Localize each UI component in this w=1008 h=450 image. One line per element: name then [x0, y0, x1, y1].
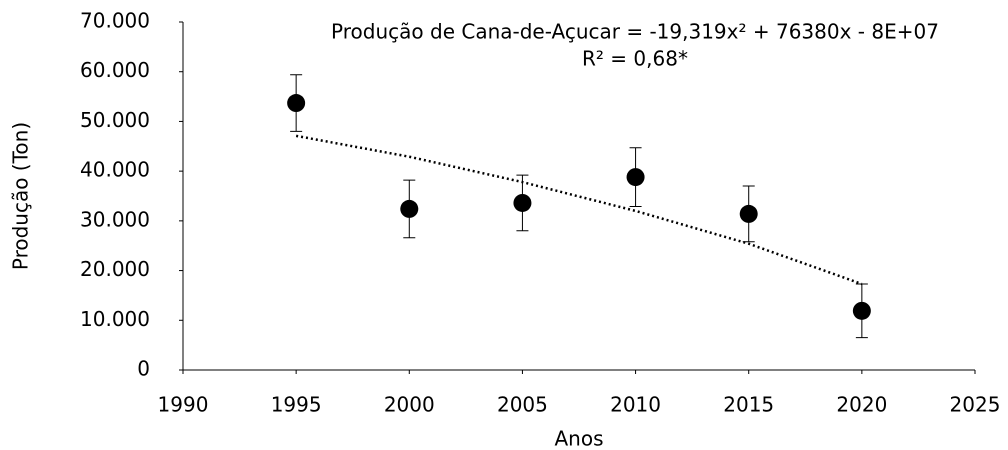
point: [626, 168, 645, 187]
x-tick-label: 2020: [836, 393, 887, 417]
x-tick-label: 2010: [610, 393, 661, 417]
y-axis-title: Produção (Ton): [9, 122, 33, 270]
point: [400, 199, 419, 218]
y-tick-label: 60.000: [80, 58, 150, 82]
y-tick-label: 30.000: [80, 207, 150, 231]
x-tick-label: 2000: [384, 393, 435, 417]
trendline: [295, 134, 863, 286]
point: [513, 193, 532, 212]
y-tick-label: 50.000: [80, 108, 150, 132]
equation: Produção de Cana-de-Açucar = -19,319x² +…: [331, 20, 939, 44]
x-tick-label: 2005: [497, 393, 548, 417]
x-tick-label: 1990: [158, 393, 209, 417]
y-tick-label: 70.000: [80, 9, 150, 33]
point: [739, 204, 758, 223]
y-tick-label: 40.000: [80, 158, 150, 182]
r-squared: R² = 0,68*: [582, 47, 688, 71]
point: [287, 94, 306, 113]
x-tick-label: 2025: [950, 393, 1001, 417]
point: [852, 301, 871, 320]
y-tick-label: 10.000: [80, 307, 150, 331]
x-tick-label: 2015: [723, 393, 774, 417]
x-axis-title: Anos: [554, 427, 603, 450]
y-tick-label: 20.000: [80, 257, 150, 281]
y-tick-label: 0: [137, 357, 150, 381]
x-tick-label: 1995: [271, 393, 322, 417]
